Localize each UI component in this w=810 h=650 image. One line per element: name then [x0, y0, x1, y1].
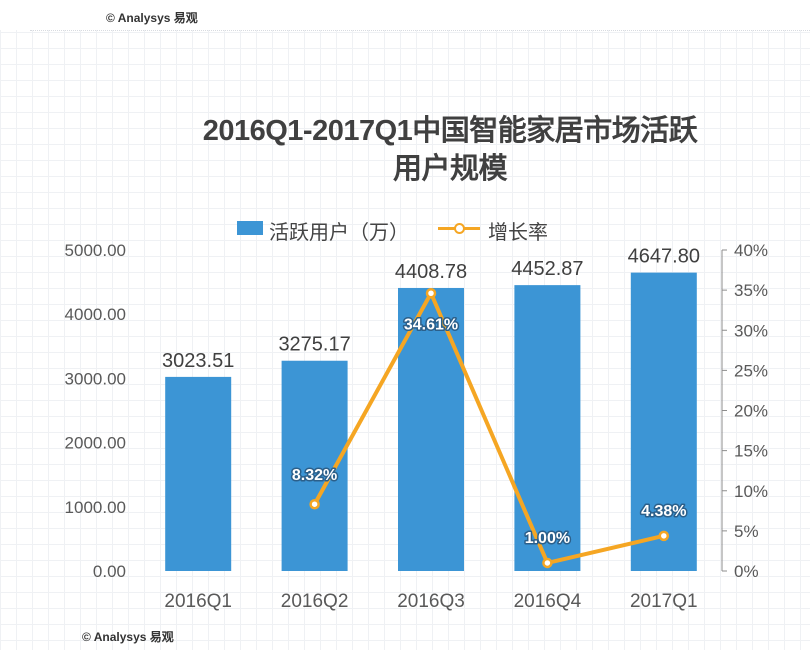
right-axis-tick-label: 35% [734, 281, 768, 300]
bar-value-label: 3275.17 [278, 334, 350, 356]
growth-rate-label: 1.00% [525, 530, 570, 547]
growth-rate-point [309, 498, 320, 510]
chart-title: 2016Q1-2017Q1中国智能家居市场活跃 用户规模 [140, 112, 760, 188]
right-axis-tick-label: 25% [734, 361, 768, 380]
bar [165, 376, 232, 571]
legend-item-line: 增长率 [438, 216, 578, 244]
right-axis-tick-label: 0% [734, 562, 759, 581]
chart-title-line2: 用户规模 [392, 153, 508, 185]
growth-rate-point [542, 557, 553, 569]
left-axis-tick-label: 1000.00 [65, 498, 126, 517]
bar [514, 285, 581, 571]
top-band [0, 0, 810, 30]
bar [630, 272, 697, 571]
left-axis-tick-label: 3000.00 [65, 369, 126, 388]
category-label: 2017Q1 [630, 591, 698, 612]
watermark-top: © Analysys 易观 [106, 11, 198, 25]
legend-bar-swatch [237, 221, 263, 235]
right-axis-tick-label: 15% [734, 442, 768, 461]
right-axis-tick-label: 10% [734, 482, 768, 501]
growth-rate-label: 34.61% [404, 316, 458, 333]
bar-value-label: 3023.51 [162, 350, 234, 372]
category-label: 2016Q4 [514, 591, 582, 612]
right-axis-tick-label: 30% [734, 321, 768, 340]
legend-line-marker [454, 223, 465, 234]
growth-rate-line [312, 291, 665, 565]
growth-rate-point [425, 288, 437, 299]
category-label: 2016Q2 [281, 591, 349, 612]
right-axis-tick-label: 40% [734, 241, 768, 260]
bar-value-label: 4647.80 [628, 246, 700, 268]
category-label: 2016Q1 [164, 591, 232, 612]
left-axis-tick-label: 4000.00 [65, 305, 126, 324]
bar-value-label: 4452.87 [511, 258, 583, 280]
chart-title-line1: 2016Q1-2017Q1中国智能家居市场活跃 [202, 115, 698, 147]
growth-rate-label: 8.32% [292, 467, 337, 484]
left-axis-tick-label: 2000.00 [65, 434, 126, 453]
left-axis-tick-label: 5000.00 [65, 241, 126, 260]
bar-value-label: 4408.78 [395, 261, 467, 283]
category-label: 2016Q3 [397, 591, 465, 612]
right-axis-tick-label: 5% [734, 522, 759, 541]
growth-rate-label: 4.38% [641, 503, 686, 520]
legend-line-label: 增长率 [488, 222, 548, 244]
legend-bar-label: 活跃用户（万） [269, 222, 409, 244]
top-divider [30, 30, 810, 31]
growth-rate-point [658, 530, 670, 542]
left-axis-tick-label: 0.00 [93, 562, 126, 581]
right-axis-tick-label: 20% [734, 402, 768, 421]
legend-item-bars: 活跃用户（万） [237, 216, 437, 244]
watermark-bottom: © Analysys 易观 [82, 630, 174, 644]
